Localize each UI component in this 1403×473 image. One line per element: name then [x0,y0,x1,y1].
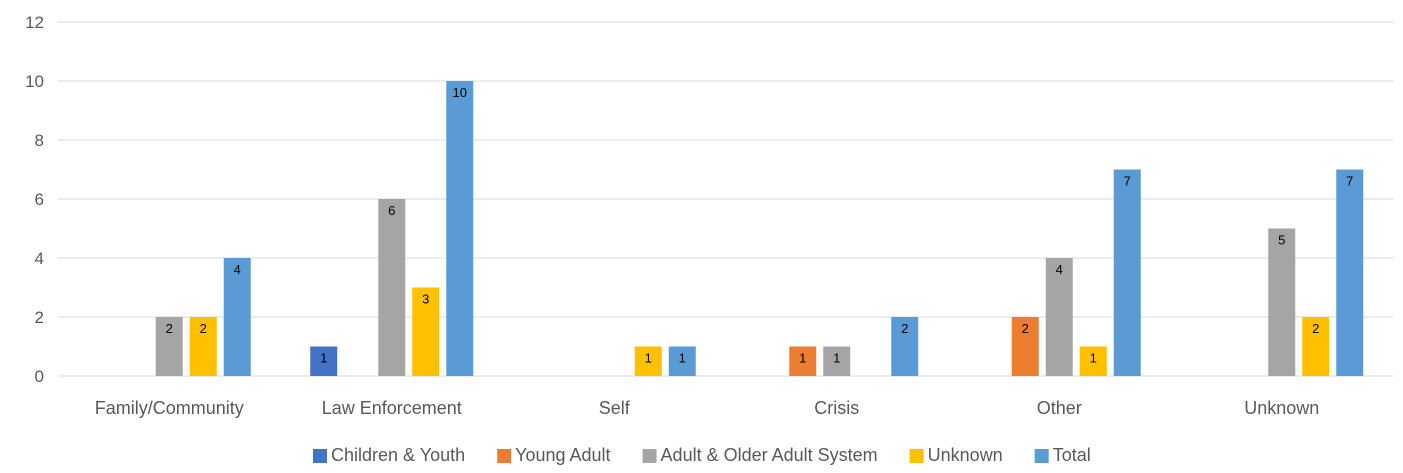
bars [155,81,1364,376]
bar [891,317,919,376]
legend-item: Unknown [909,445,1003,465]
gridlines [58,21,1393,377]
legend-label: Adult & Older Adult System [661,445,878,465]
x-category-label: Self [599,398,631,418]
bar [310,346,338,376]
x-category-label: Family/Community [95,398,244,418]
legend-item: Children & Youth [313,445,465,465]
bar [1113,169,1141,376]
y-tick-label: 10 [25,72,44,91]
bar-data-label: 5 [1278,233,1285,248]
bar [1079,346,1107,376]
x-axis-categories: Family/Community Law Enforcement Self Crisi… [95,398,1320,418]
y-axis-ticks: 0 2 4 6 8 10 12 [25,13,44,386]
y-tick-label: 12 [25,13,44,32]
legend-label: Children & Youth [331,445,465,465]
x-category-label: Crisis [814,398,859,418]
bar [412,287,440,376]
y-tick-label: 2 [35,308,44,327]
bar-data-label: 2 [200,321,207,336]
bar-data-labels: 2 2 4 1 6 3 10 1 1 1 1 2 2 4 1 7 5 2 7 [166,85,1354,366]
y-tick-label: 0 [35,367,44,386]
bar-data-label: 1 [320,351,327,366]
bar-data-label: 1 [1090,351,1097,366]
bar [823,346,851,376]
legend-swatch [1034,449,1049,463]
legend-swatch [642,449,657,463]
bar-data-label: 10 [453,85,467,100]
legend-swatch [909,449,924,463]
bar-data-label: 6 [388,203,395,218]
legend: Children & Youth Young Adult Adult & Older… [313,445,1091,465]
legend-item: Young Adult [497,445,611,465]
bar-data-label: 2 [1312,321,1319,336]
bar [155,317,183,376]
bar-data-label: 4 [1056,262,1063,277]
legend-item: Adult & Older Adult System [642,445,878,465]
bar-data-label: 7 [1124,174,1131,189]
bar-data-label: 1 [645,351,652,366]
legend-item: Total [1034,445,1091,465]
bar-data-label: 2 [166,321,173,336]
bar-data-label: 7 [1346,174,1353,189]
x-category-label: Law Enforcement [322,398,462,418]
x-category-label: Unknown [1244,398,1319,418]
y-tick-label: 8 [35,131,44,150]
bar [1268,228,1296,376]
bar [789,346,817,376]
bar-data-label: 1 [799,351,806,366]
bar-data-label: 1 [679,351,686,366]
x-category-label: Other [1037,398,1082,418]
bar [1302,317,1330,376]
bar-data-label: 3 [422,292,429,307]
bar [189,317,217,376]
legend-swatch [497,449,512,463]
bar [634,346,662,376]
y-tick-label: 6 [35,190,44,209]
legend-swatch [313,449,327,463]
bar-data-label: 2 [901,321,908,336]
legend-label: Unknown [928,445,1003,465]
bar [1336,169,1364,376]
bar [378,199,406,376]
bar [223,258,251,376]
bar-data-label: 4 [234,262,241,277]
bar [1011,317,1039,376]
bar-data-label: 1 [833,351,840,366]
legend-label: Total [1053,445,1091,465]
bar [1045,258,1073,376]
legend-label: Young Adult [515,445,610,465]
bar-data-label: 2 [1022,321,1029,336]
bar [446,81,474,376]
bar [668,346,696,376]
y-tick-label: 4 [35,249,44,268]
